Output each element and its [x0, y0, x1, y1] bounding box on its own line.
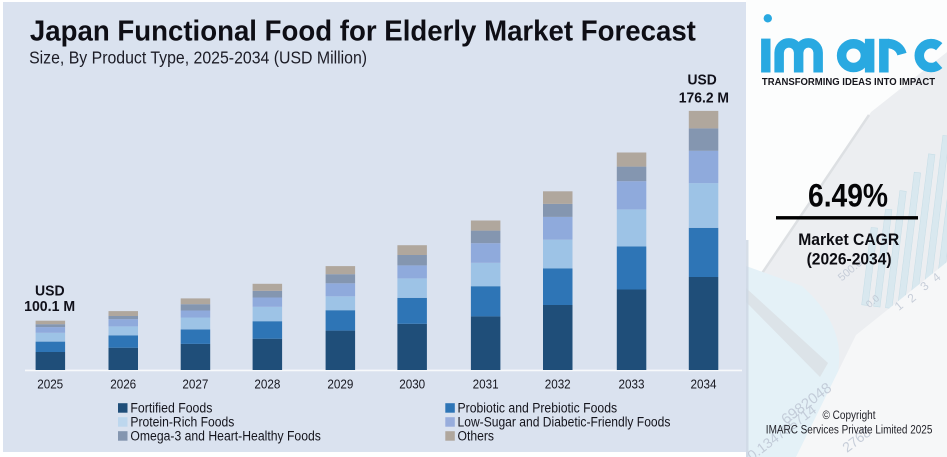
svg-text:2029: 2029	[327, 377, 353, 392]
svg-text:Low-Sugar and Diabetic-Friendl: Low-Sugar and Diabetic-Friendly Foods	[458, 415, 671, 430]
svg-text:USD: USD	[688, 72, 717, 89]
svg-text:Market CAGR: Market CAGR	[798, 230, 899, 249]
svg-text:(2026-2034): (2026-2034)	[807, 249, 892, 268]
svg-text:2028: 2028	[254, 377, 280, 392]
svg-text:TRANSFORMING IDEAS INTO IMPACT: TRANSFORMING IDEAS INTO IMPACT	[762, 77, 935, 88]
svg-text:2026: 2026	[110, 377, 136, 392]
svg-text:2031: 2031	[473, 377, 499, 392]
svg-text:Japan Functional Food for Elde: Japan Functional Food for Elderly Market…	[30, 16, 696, 48]
svg-text:2034: 2034	[691, 377, 717, 392]
svg-text:IMARC Services Private Limited: IMARC Services Private Limited 2025	[766, 425, 933, 437]
svg-text:2030: 2030	[399, 377, 425, 392]
svg-text:6.49%: 6.49%	[808, 178, 888, 214]
svg-text:Protein-Rich Foods: Protein-Rich Foods	[130, 415, 234, 430]
svg-text:Omega-3 and Heart-Healthy Food: Omega-3 and Heart-Healthy Foods	[130, 429, 321, 444]
svg-text:Others: Others	[458, 429, 495, 444]
svg-text:Fortified Foods: Fortified Foods	[130, 401, 212, 416]
svg-text:USD: USD	[35, 283, 65, 300]
svg-text:176.2 M: 176.2 M	[679, 89, 729, 106]
svg-text:Probiotic and Prebiotic Foods: Probiotic and Prebiotic Foods	[458, 401, 618, 416]
svg-text:2027: 2027	[182, 377, 208, 392]
svg-text:© Copyright: © Copyright	[823, 410, 877, 422]
svg-text:100.1 M: 100.1 M	[24, 298, 75, 315]
svg-text:2032: 2032	[545, 377, 571, 392]
svg-text:2025: 2025	[37, 377, 63, 392]
svg-text:2033: 2033	[619, 377, 645, 392]
svg-text:Size, By Product Type, 2025-20: Size, By Product Type, 2025-2034 (USD Mi…	[29, 47, 367, 67]
